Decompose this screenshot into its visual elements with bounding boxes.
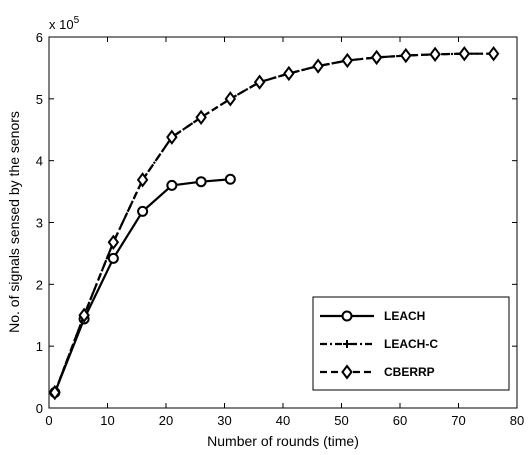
data-point [312,58,324,74]
x-ticks: 0 10 20 30 40 50 60 70 80 [45,37,524,428]
data-point [195,109,207,126]
x-tick-label: 80 [510,413,524,428]
legend: LEACH LEACH-C CBERRP [312,296,510,391]
y-tick-label: 4 [36,154,43,169]
y-tick-label: 0 [36,401,43,416]
y-tick-label: 2 [36,277,43,292]
y-ticks: 0 1 2 3 4 5 6 [36,30,517,416]
data-point [370,49,383,66]
x-axis-label: Number of rounds (time) [207,433,359,449]
y-multiplier-base: x 10 [49,17,74,32]
data-point [487,46,500,62]
legend-marker [341,364,353,380]
series-line [53,52,494,393]
data-point [166,179,178,191]
data-point [224,173,236,185]
y-tick-label: 3 [36,216,43,231]
legend-item: LEACH [320,309,425,323]
legend-label: LEACH-C [384,337,438,351]
x-tick-label: 30 [217,413,231,428]
legend-marker [341,310,353,322]
y-multiplier-exponent: 5 [74,15,80,26]
legend-item: CBERRP [320,364,435,380]
x-tick-label: 0 [45,413,52,428]
y-tick-label: 6 [36,30,43,45]
legend-label: CBERRP [384,365,435,379]
data-point [458,46,471,62]
data-point [49,384,61,401]
data-point [166,129,178,145]
data-point [341,52,354,69]
data-point [137,205,149,217]
data-point [253,74,266,90]
x-tick-label: 40 [276,413,290,428]
data-point [78,307,90,323]
data-point [107,252,119,264]
legend-item: LEACH-C [320,337,438,351]
data-point [136,172,149,188]
x-tick-label: 50 [334,413,348,428]
x-tick-label: 70 [451,413,465,428]
data-point [400,47,412,64]
data-point [224,91,237,107]
y-tick-label: 1 [36,339,43,354]
data-point [283,65,295,82]
x-tick-label: 60 [393,413,407,428]
legend-marker [343,340,351,348]
legend-label: LEACH [384,309,425,323]
data-point [429,46,441,62]
data-point [107,234,120,250]
x-tick-label: 10 [100,413,114,428]
series-layer [49,46,500,401]
series-leach [49,173,236,399]
y-axis-label: No. of signals sensed by the senors [6,111,22,333]
series-cberrp [49,46,500,401]
y-multiplier-label: x 105 [49,15,80,32]
data-point [195,176,207,188]
y-tick-label: 5 [36,92,43,107]
x-tick-label: 20 [159,413,173,428]
